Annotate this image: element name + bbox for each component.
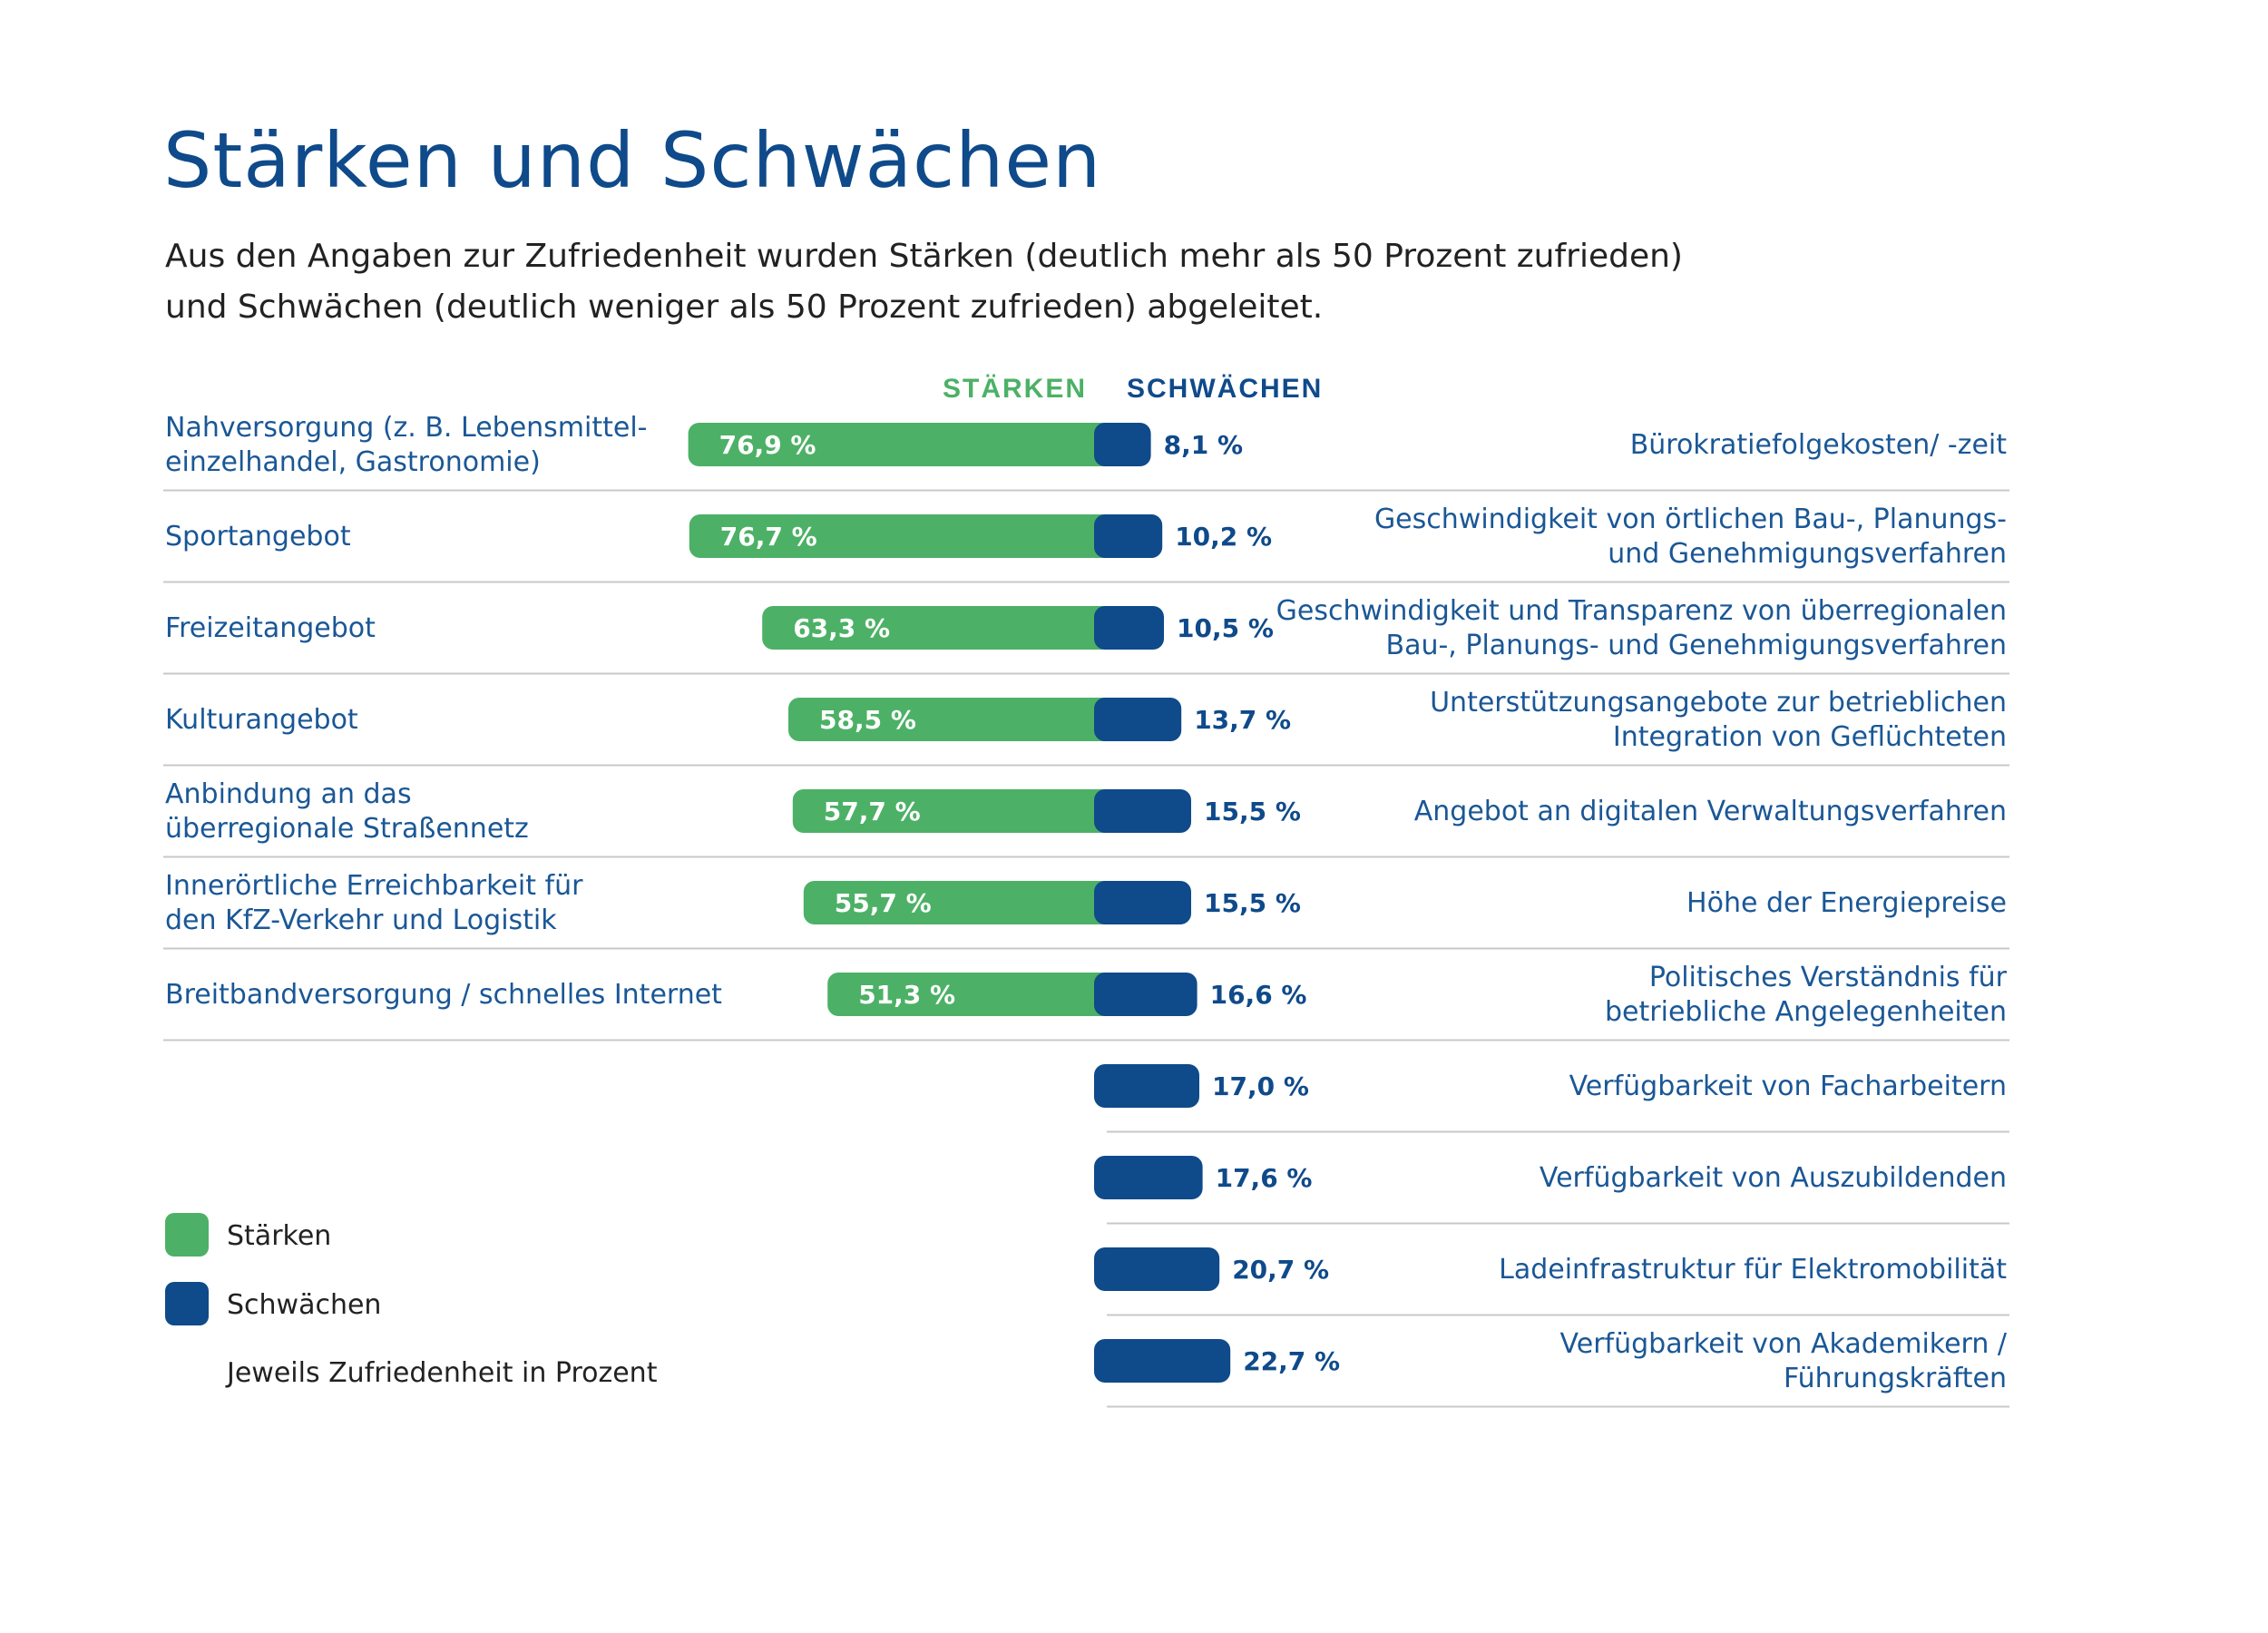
strength-value-label: 51,3 % (858, 980, 955, 1010)
strength-bar (688, 423, 1119, 466)
strength-value-label: 76,7 % (720, 522, 817, 552)
weakness-value-label: 16,6 % (1210, 980, 1307, 1010)
strength-bar (788, 698, 1119, 741)
weakness-category-label: Führungskräften (1784, 1363, 2007, 1394)
bar-seam (1107, 514, 1119, 558)
legend-swatch-weaknesses (165, 1282, 209, 1325)
weakness-value-label: 10,5 % (1177, 613, 1274, 643)
bar-seam (1107, 698, 1119, 741)
weakness-value-label: 8,1 % (1164, 430, 1243, 460)
weakness-category-label: Integration von Geflüchteten (1613, 721, 2007, 753)
strength-category-label: Sportangebot (165, 521, 351, 552)
weakness-category-label: Bürokratiefolgekosten/ -zeit (1630, 429, 2008, 461)
legend-note: Jeweils Zufriedenheit in Prozent (225, 1357, 658, 1389)
weakness-value-label: 20,7 % (1232, 1255, 1329, 1285)
strength-bar (762, 606, 1119, 650)
strength-category-label: Anbindung an das (165, 778, 412, 810)
weakness-category-label: Verfügbarkeit von Auszubildenden (1540, 1162, 2007, 1194)
strength-category-label: einzelhandel, Gastronomie) (165, 446, 541, 478)
weakness-category-label: und Genehmigungsverfahren (1608, 538, 2007, 570)
strength-value-label: 76,9 % (719, 430, 816, 460)
legend-swatch-strengths (165, 1213, 209, 1257)
weakness-category-label: Ladeinfrastruktur für Elektromobilität (1499, 1254, 2007, 1286)
weakness-category-label: Unterstützungsangebote zur betrieblichen (1430, 687, 2007, 719)
weakness-category-label: Verfügbarkeit von Facharbeitern (1569, 1071, 2007, 1102)
strengths-header: STÄRKEN (943, 374, 1087, 404)
strength-category-label: Freizeitangebot (165, 612, 376, 644)
weakness-category-label: Geschwindigkeit von örtlichen Bau-, Plan… (1374, 504, 2007, 535)
weakness-category-label: Angebot an digitalen Verwaltungsverfahre… (1414, 796, 2007, 827)
weakness-category-label: betriebliche Angelegenheiten (1605, 996, 2007, 1028)
weakness-bar (1094, 423, 1151, 466)
strength-bar (827, 973, 1119, 1016)
weakness-category-label: Politisches Verständnis für (1649, 962, 2008, 993)
strength-bar (792, 789, 1119, 833)
bar-seam (1107, 789, 1119, 833)
strength-category-label: Breitbandversorgung / schnelles Internet (165, 979, 722, 1011)
strength-category-label: den KfZ-Verkehr und Logistik (165, 905, 557, 936)
strength-category-label: Kulturangebot (165, 704, 358, 736)
weakness-value-label: 17,0 % (1212, 1071, 1309, 1101)
strength-bar (689, 514, 1119, 558)
weakness-value-label: 15,5 % (1204, 888, 1301, 918)
weakness-value-label: 15,5 % (1204, 797, 1301, 826)
page-title: Stärken und Schwächen (163, 116, 1102, 205)
strength-bar (803, 881, 1119, 924)
weakness-value-label: 10,2 % (1175, 522, 1272, 552)
weakness-bar (1094, 1247, 1220, 1291)
legend-label-strengths: Stärken (227, 1220, 331, 1252)
subtitle-line-2: und Schwächen (deutlich weniger als 50 P… (165, 288, 1324, 326)
weakness-value-label: 13,7 % (1194, 705, 1291, 735)
strength-category-label: Nahversorgung (z. B. Lebensmittel- (165, 412, 648, 444)
subtitle-line-1: Aus den Angaben zur Zufriedenheit wurden… (165, 238, 1683, 275)
strength-value-label: 63,3 % (793, 613, 890, 643)
legend-label-weaknesses: Schwächen (227, 1289, 381, 1321)
strength-value-label: 58,5 % (819, 705, 916, 735)
weakness-value-label: 17,6 % (1216, 1163, 1313, 1193)
weakness-bar (1094, 1339, 1231, 1383)
weakness-bar (1094, 514, 1163, 558)
strength-category-label: überregionale Straßennetz (165, 813, 529, 845)
weakness-bar (1094, 1156, 1203, 1199)
weakness-category-label: Bau-, Planungs- und Genehmigungsverfahre… (1385, 630, 2007, 661)
weakness-value-label: 22,7 % (1243, 1346, 1340, 1376)
bar-seam (1107, 606, 1119, 650)
strength-category-label: Innerörtliche Erreichbarkeit für (165, 870, 583, 902)
bar-seam (1107, 423, 1119, 466)
bar-seam (1107, 881, 1119, 924)
strength-value-label: 57,7 % (824, 797, 921, 826)
weaknesses-header: SCHWÄCHEN (1127, 374, 1323, 404)
weakness-bar (1094, 606, 1164, 650)
weakness-category-label: Höhe der Energiepreise (1686, 887, 2007, 919)
weakness-category-label: Verfügbarkeit von Akademikern / (1560, 1328, 2008, 1360)
weakness-bar (1094, 1064, 1199, 1108)
weakness-bar (1094, 973, 1198, 1016)
strength-value-label: 55,7 % (835, 888, 932, 918)
weakness-category-label: Geschwindigkeit und Transparenz von über… (1276, 595, 2007, 627)
bar-seam (1107, 973, 1119, 1016)
